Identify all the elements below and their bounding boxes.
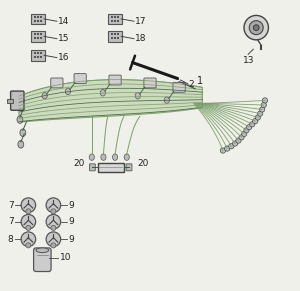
Circle shape — [262, 98, 268, 103]
Ellipse shape — [101, 154, 106, 160]
Polygon shape — [19, 80, 202, 122]
Ellipse shape — [17, 116, 23, 123]
FancyBboxPatch shape — [144, 78, 156, 88]
Circle shape — [249, 21, 263, 35]
Circle shape — [239, 135, 244, 140]
Circle shape — [250, 122, 255, 127]
Ellipse shape — [112, 154, 118, 160]
Text: 7: 7 — [8, 217, 14, 226]
Circle shape — [46, 198, 61, 212]
Text: 9: 9 — [68, 217, 74, 226]
Text: 10: 10 — [60, 253, 71, 262]
FancyBboxPatch shape — [108, 14, 122, 24]
Ellipse shape — [18, 141, 24, 148]
Bar — [98, 163, 124, 172]
Circle shape — [261, 102, 266, 108]
Text: 7: 7 — [8, 201, 14, 210]
Text: 2: 2 — [189, 80, 194, 89]
Circle shape — [229, 144, 234, 149]
FancyBboxPatch shape — [74, 74, 86, 84]
Circle shape — [255, 115, 260, 120]
Ellipse shape — [65, 88, 70, 95]
Circle shape — [51, 225, 56, 230]
Text: 18: 18 — [136, 34, 147, 43]
Circle shape — [244, 128, 249, 133]
Ellipse shape — [135, 93, 140, 99]
FancyBboxPatch shape — [108, 31, 122, 42]
Circle shape — [21, 214, 36, 229]
Circle shape — [244, 15, 268, 40]
FancyBboxPatch shape — [109, 75, 121, 85]
Circle shape — [21, 198, 36, 212]
Circle shape — [260, 107, 265, 112]
Circle shape — [51, 209, 56, 214]
Text: 13: 13 — [243, 56, 255, 65]
Text: 20: 20 — [137, 159, 148, 168]
Circle shape — [220, 148, 226, 153]
Text: 14: 14 — [58, 17, 70, 26]
FancyBboxPatch shape — [31, 14, 45, 24]
Ellipse shape — [20, 129, 26, 136]
Circle shape — [247, 125, 252, 130]
Circle shape — [242, 131, 247, 136]
FancyBboxPatch shape — [31, 31, 45, 42]
FancyBboxPatch shape — [51, 78, 63, 88]
FancyBboxPatch shape — [31, 50, 45, 61]
Text: 9: 9 — [68, 235, 74, 244]
Circle shape — [258, 111, 263, 116]
Bar — [8, 99, 13, 103]
Circle shape — [232, 141, 238, 146]
FancyBboxPatch shape — [11, 91, 24, 110]
Ellipse shape — [164, 97, 169, 103]
Ellipse shape — [100, 90, 106, 96]
Circle shape — [253, 25, 259, 31]
Circle shape — [21, 232, 36, 246]
Text: 9: 9 — [68, 201, 74, 210]
Text: 8: 8 — [8, 235, 14, 244]
Circle shape — [51, 243, 56, 248]
Ellipse shape — [89, 154, 94, 160]
Text: 17: 17 — [136, 17, 147, 26]
Circle shape — [26, 209, 31, 214]
Text: 1: 1 — [196, 76, 203, 86]
Circle shape — [46, 232, 61, 246]
Text: 15: 15 — [58, 34, 70, 43]
FancyBboxPatch shape — [34, 248, 51, 272]
Circle shape — [253, 118, 258, 124]
Circle shape — [46, 214, 61, 229]
FancyBboxPatch shape — [126, 164, 132, 171]
FancyBboxPatch shape — [173, 82, 185, 92]
Circle shape — [236, 138, 241, 143]
Circle shape — [26, 243, 31, 248]
Ellipse shape — [36, 248, 49, 253]
Text: 20: 20 — [73, 159, 85, 168]
Text: 16: 16 — [58, 53, 70, 62]
FancyBboxPatch shape — [89, 164, 95, 171]
Ellipse shape — [124, 154, 129, 160]
Circle shape — [26, 225, 31, 230]
Ellipse shape — [42, 93, 47, 99]
Circle shape — [225, 146, 230, 151]
